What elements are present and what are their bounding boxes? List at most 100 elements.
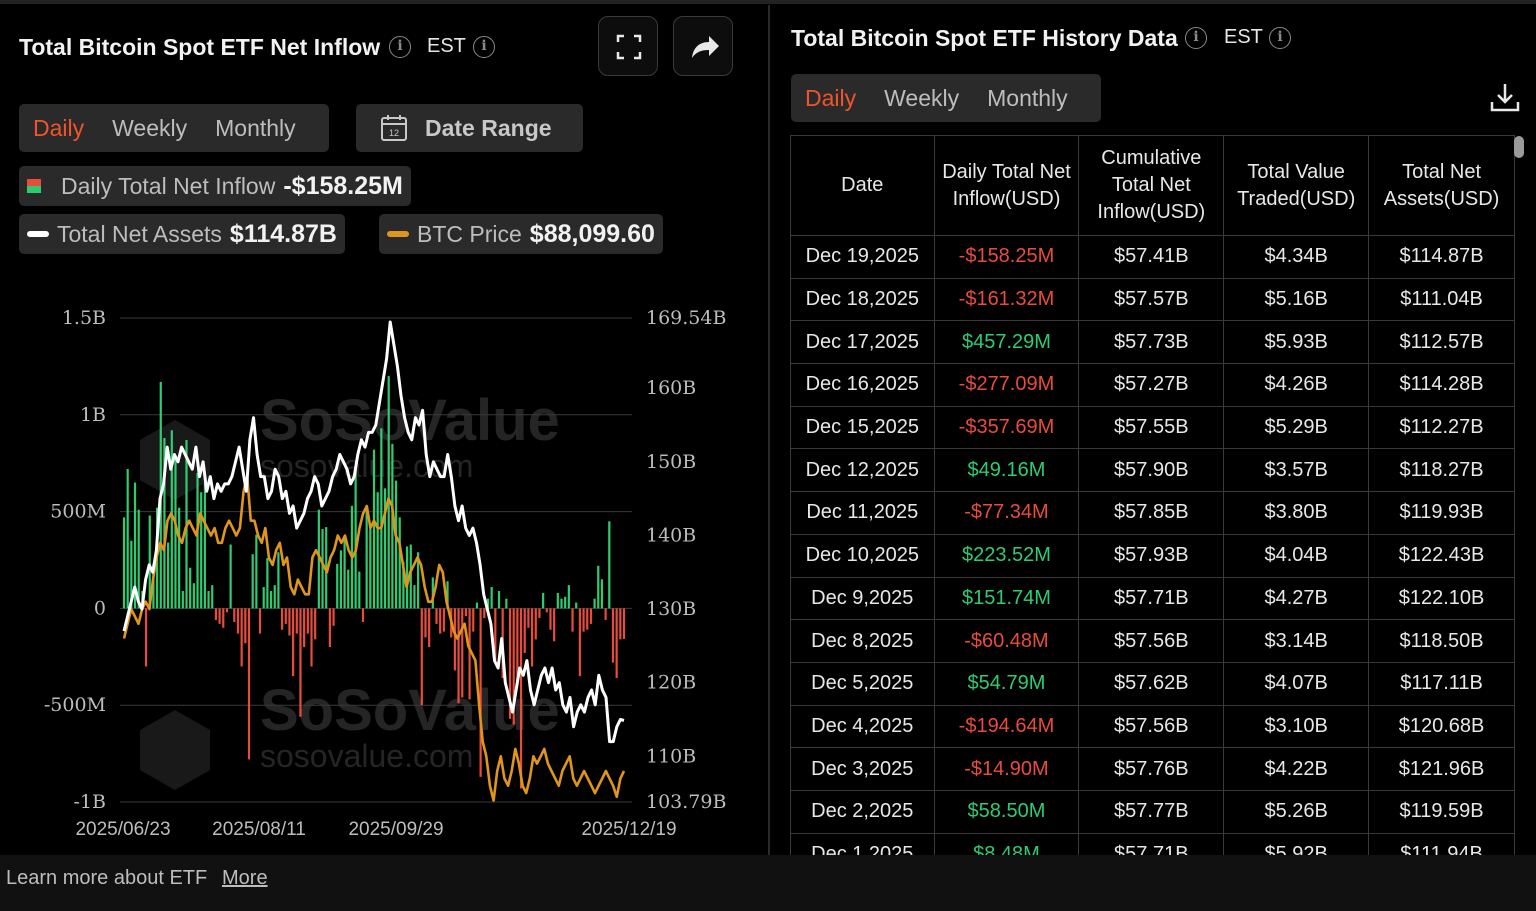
inflow-swatch (27, 179, 41, 193)
inflow-bar (589, 608, 593, 624)
inflow-bar (439, 608, 442, 634)
inflow-bar (122, 517, 126, 609)
column-header-daily-inflow[interactable]: Daily Total Net Inflow(USD) (933, 135, 1080, 236)
tab-daily[interactable]: Daily (805, 84, 857, 111)
cell-cumulative-inflow: $57.56B (1078, 619, 1225, 663)
inflow-bar (236, 608, 240, 634)
share-button[interactable] (673, 16, 733, 76)
cell-cumulative-inflow: $57.73B (1078, 320, 1225, 365)
inflow-bar (167, 542, 170, 609)
cell-value-traded: $3.57B (1223, 448, 1370, 493)
cell-date: Dec 9,2025 (790, 576, 935, 621)
watermark-url: sosovalue.com (260, 738, 473, 774)
inflow-bar (218, 608, 221, 624)
y-right-tick-label: 150B (646, 451, 696, 473)
watermark (140, 710, 210, 790)
inflow-bar (354, 465, 357, 609)
inflow-bar (523, 608, 526, 653)
inflow-bar (578, 608, 581, 677)
panel-divider (768, 5, 770, 855)
table-row[interactable]: Dec 8,2025 -$60.48M $57.56B $3.14B $118.50B (790, 619, 1515, 663)
inflow-bar (534, 608, 537, 640)
table-header-row: Date Daily Total Net Inflow(USD) Cumulat… (790, 135, 1515, 236)
cell-date: Dec 11,2025 (790, 491, 935, 535)
legend-value: -$158.25M (283, 171, 403, 200)
info-icon[interactable]: i (1185, 27, 1207, 49)
table-row[interactable]: Dec 3,2025 -$14.90M $57.76B $4.22B $121.96B (790, 747, 1515, 791)
cell-net-assets: $114.28B (1368, 363, 1515, 407)
date-range-button[interactable]: 12 Date Range (356, 104, 583, 152)
inflow-bar (564, 596, 567, 609)
cell-date: Dec 2,2025 (790, 789, 935, 834)
fullscreen-button[interactable] (598, 16, 658, 76)
download-icon[interactable] (1488, 80, 1522, 114)
cell-net-assets: $121.96B (1368, 747, 1515, 791)
cell-value-traded: $4.26B (1223, 363, 1370, 407)
inflow-bar (225, 608, 229, 613)
history-period-tabs: Daily Weekly Monthly (791, 74, 1101, 122)
column-header-cumulative-inflow[interactable]: Cumulative Total Net Inflow(USD) (1078, 135, 1225, 236)
timezone-info-icon[interactable]: i (1269, 27, 1291, 49)
column-header-net-assets[interactable]: Total Net Assets(USD) (1368, 135, 1515, 236)
table-row[interactable]: Dec 15,2025 -$357.69M $57.55B $5.29B $112.27… (790, 405, 1515, 450)
y-left-tick-label: -500M (44, 694, 106, 716)
table-row[interactable]: Dec 18,2025 -$161.32M $57.57B $5.16B $111.04… (790, 277, 1515, 322)
inflow-bar (549, 608, 552, 630)
cell-value-traded: $5.16B (1223, 277, 1370, 322)
cell-value-traded: $4.27B (1223, 576, 1370, 621)
history-table: Date Daily Total Net Inflow(USD) Cumulat… (790, 135, 1515, 877)
x-tick-label: 2025/12/19 (581, 819, 676, 840)
inflow-bar (174, 455, 177, 609)
table-row[interactable]: Dec 5,2025 $54.79M $57.62B $4.07B $117.11B (790, 661, 1515, 706)
table-row[interactable]: Dec 11,2025 -$77.34M $57.85B $3.80B $119.93B (790, 491, 1515, 535)
cell-net-assets: $118.27B (1368, 448, 1515, 493)
table-row[interactable]: Dec 12,2025 $49.16M $57.90B $3.57B $118.27B (790, 448, 1515, 493)
column-header-value-traded[interactable]: Total Value Traded(USD) (1223, 135, 1370, 236)
timezone-info-icon[interactable]: i (473, 36, 495, 58)
tab-weekly[interactable]: Weekly (884, 84, 960, 111)
inflow-bar (244, 608, 247, 644)
cell-date: Dec 17,2025 (790, 320, 935, 365)
cell-cumulative-inflow: $57.76B (1078, 747, 1225, 791)
cell-date: Dec 10,2025 (790, 533, 935, 578)
table-row[interactable]: Dec 4,2025 -$194.64M $57.56B $3.10B $120.68B (790, 704, 1515, 749)
legend-total-net-assets[interactable]: Total Net Assets $114.87B (19, 214, 345, 254)
inflow-bar (413, 585, 416, 609)
inflow-bar (545, 608, 548, 613)
cell-net-assets: $119.93B (1368, 491, 1515, 535)
info-icon[interactable]: i (389, 36, 411, 58)
timezone-label: EST (427, 35, 466, 57)
tab-monthly[interactable]: Monthly (987, 84, 1068, 111)
column-header-date[interactable]: Date (790, 135, 935, 236)
legend-daily-net-inflow[interactable]: Daily Total Net Inflow -$158.25M (19, 166, 411, 206)
inflow-bar (214, 608, 218, 621)
tab-monthly[interactable]: Monthly (215, 114, 296, 141)
inflow-bar (203, 482, 206, 609)
tab-daily[interactable]: Daily (33, 114, 85, 141)
cell-cumulative-inflow: $57.27B (1078, 363, 1225, 407)
net-inflow-chart[interactable]: SoSoValuesosovalue.comSoSoValuesosovalue… (0, 290, 768, 850)
tab-weekly[interactable]: Weekly (112, 114, 188, 141)
more-link[interactable]: More (222, 867, 268, 889)
inflow-bar (542, 592, 545, 609)
cell-cumulative-inflow: $57.55B (1078, 405, 1225, 450)
cell-daily-inflow: -$14.90M (933, 747, 1080, 791)
cell-value-traded: $4.07B (1223, 661, 1370, 706)
inflow-bar (328, 608, 331, 648)
table-row[interactable]: Dec 2,2025 $58.50M $57.77B $5.26B $119.59B (790, 789, 1515, 834)
legend-btc-price[interactable]: BTC Price $88,099.60 (379, 214, 663, 254)
cell-date: Dec 8,2025 (790, 619, 935, 663)
inflow-bar (409, 544, 412, 609)
table-row[interactable]: Dec 16,2025 -$277.09M $57.27B $4.26B $114.28… (790, 363, 1515, 407)
table-row[interactable]: Dec 17,2025 $457.29M $57.73B $5.93B $112.57B (790, 320, 1515, 365)
inflow-bar (512, 608, 515, 725)
table-scrollbar[interactable] (1514, 136, 1524, 158)
cell-net-assets: $117.11B (1368, 661, 1515, 706)
inflow-bar (314, 608, 317, 640)
inflow-bar (325, 527, 328, 609)
table-row[interactable]: Dec 19,2025 -$158.25M $57.41B $4.34B $114.87… (790, 235, 1515, 279)
table-row[interactable]: Dec 10,2025 $223.52M $57.93B $4.04B $122.43B (790, 533, 1515, 578)
inflow-bar (137, 509, 140, 609)
inflow-bar (519, 608, 523, 789)
table-row[interactable]: Dec 9,2025 $151.74M $57.71B $4.27B $122.10B (790, 576, 1515, 621)
